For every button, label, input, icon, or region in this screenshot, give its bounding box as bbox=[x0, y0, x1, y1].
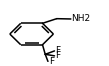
Text: F: F bbox=[49, 57, 54, 66]
Text: F: F bbox=[55, 46, 60, 55]
Text: F: F bbox=[55, 51, 60, 60]
Text: NH2: NH2 bbox=[71, 14, 90, 23]
